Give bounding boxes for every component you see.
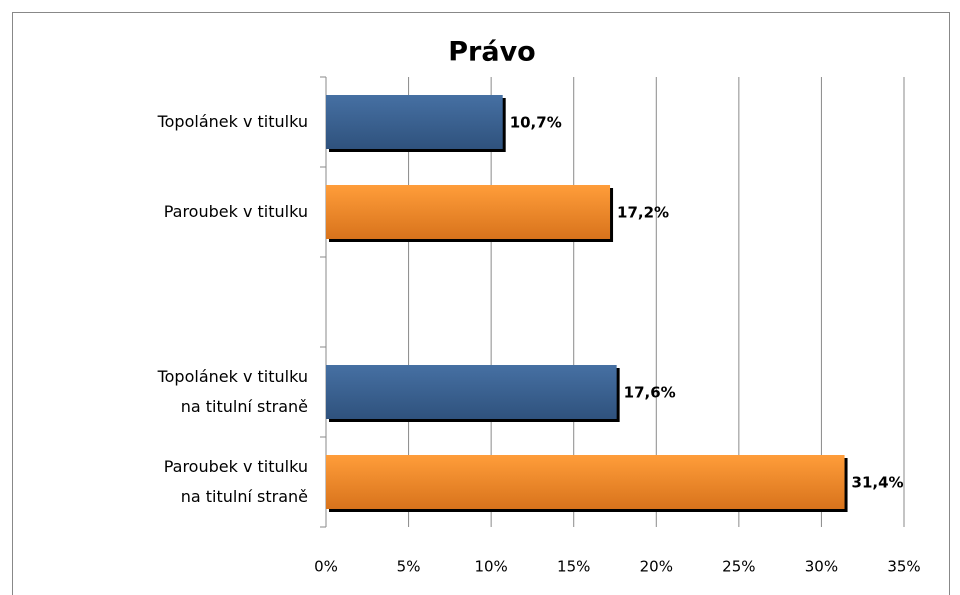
bar xyxy=(326,455,845,509)
value-label: 17,2% xyxy=(617,204,669,222)
chart-frame xyxy=(12,12,950,595)
y-tick-label-line: Topolánek v titulku xyxy=(157,367,308,386)
y-tick-label: Paroubek v titulku na titulní straně xyxy=(164,457,308,506)
bar xyxy=(326,365,617,419)
y-tick-label: Topolánek v titulku na titulní straně xyxy=(157,367,308,416)
x-tick-label: 5% xyxy=(397,558,421,576)
x-tick-label: 10% xyxy=(474,558,507,576)
y-tick-label: Paroubek v titulku xyxy=(164,202,308,221)
bar xyxy=(326,95,503,149)
x-tick-label: 0% xyxy=(314,558,338,576)
x-tick-label: 25% xyxy=(722,558,755,576)
value-label: 31,4% xyxy=(852,474,904,492)
x-tick-label: 15% xyxy=(557,558,590,576)
y-tick-label-line: Paroubek v titulku xyxy=(164,457,308,476)
chart-title: Právo xyxy=(448,37,535,68)
value-label: 10,7% xyxy=(510,114,562,132)
value-label: 17,6% xyxy=(624,384,676,402)
bar xyxy=(326,185,611,239)
y-tick-label-line: Paroubek v titulku xyxy=(164,202,308,221)
x-tick-label: 20% xyxy=(640,558,673,576)
x-tick-label: 30% xyxy=(805,558,838,576)
y-tick-label-line: na titulní straně xyxy=(181,487,308,506)
x-tick-label: 35% xyxy=(887,558,920,576)
y-tick-label-line: Topolánek v titulku xyxy=(157,112,308,131)
y-tick-label-line: na titulní straně xyxy=(181,397,308,416)
y-tick-label: Topolánek v titulku xyxy=(157,112,308,131)
